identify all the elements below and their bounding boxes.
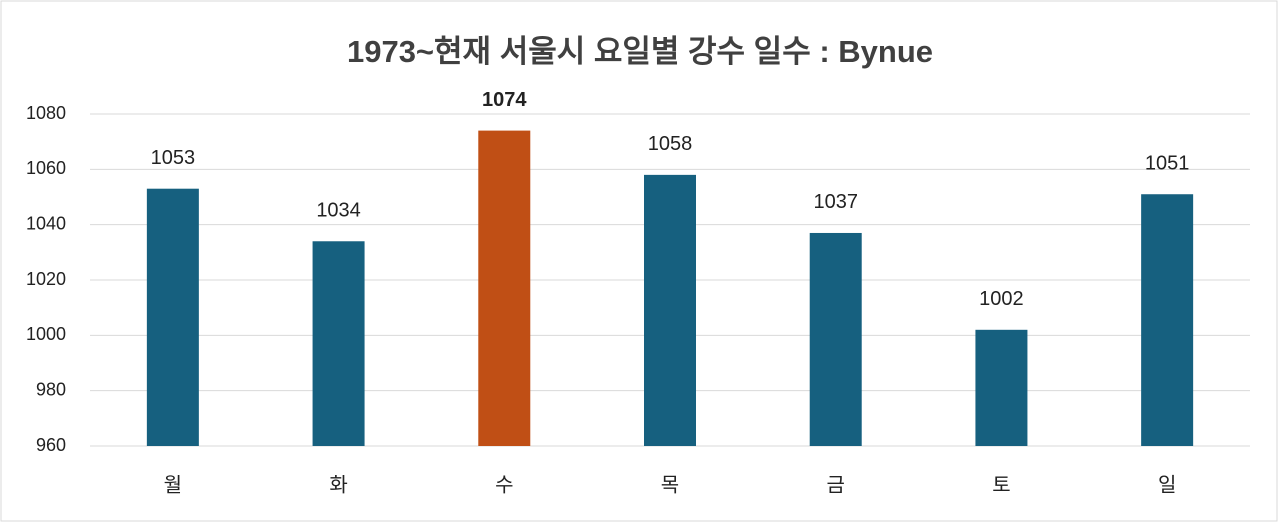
data-label: 1051 [1145,153,1190,175]
data-label: 1002 [979,288,1024,310]
bar [1141,194,1194,446]
bar [975,329,1028,446]
x-tick-label: 월 [164,473,182,496]
data-label: 1034 [316,200,361,222]
x-tick-label: 수 [495,474,513,496]
y-tick-label: 1040 [26,213,66,233]
bar [478,130,531,446]
y-tick-label: 1060 [26,158,66,178]
y-tick-label: 1000 [26,324,66,344]
bar [312,241,365,446]
data-label: 1037 [813,191,858,213]
x-tick-label: 토 [992,474,1010,496]
y-tick-label: 960 [36,435,66,455]
data-label: 1058 [648,133,693,155]
chart-title: 1973~현재 서울시 요일별 강수 일수 : Bynue [347,34,933,69]
data-label: 1053 [151,147,196,169]
bar [644,174,696,446]
bar [146,188,199,446]
data-label: 1074 [482,89,527,111]
y-tick-label: 1020 [26,269,66,289]
y-tick-label: 1080 [26,103,66,123]
x-tick-label: 금 [827,474,845,496]
y-tick-label: 980 [36,379,66,399]
x-tick-label: 목 [661,474,679,496]
bar [809,232,862,446]
x-tick-label: 화 [329,473,347,496]
x-tick-label: 일 [1158,473,1176,496]
